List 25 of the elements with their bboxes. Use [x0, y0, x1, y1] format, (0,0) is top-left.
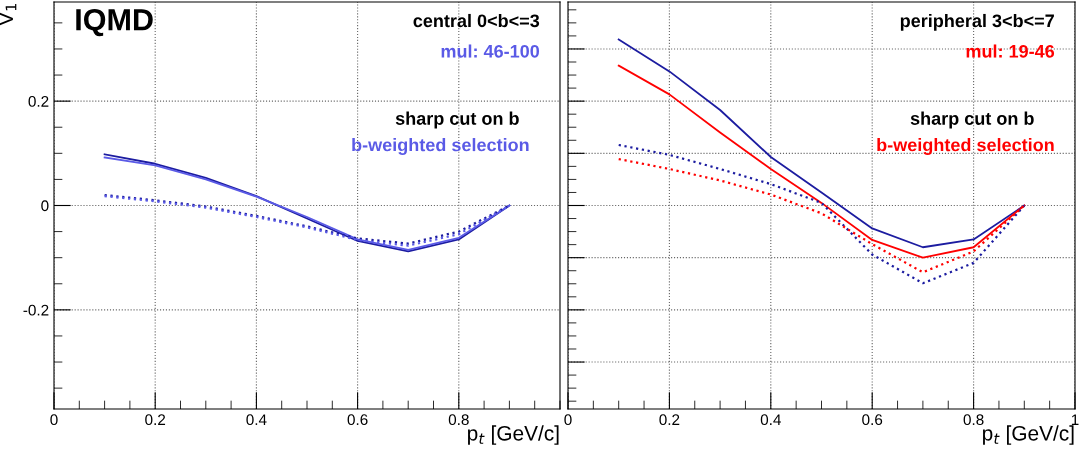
x-tick-label: 0.2	[659, 414, 680, 426]
annotation: sharp cut on b	[395, 111, 519, 129]
y-tick-label: 0	[41, 200, 49, 212]
annotation: b-weighted selection	[352, 138, 529, 155]
annotation: b-weighted selection	[877, 138, 1054, 155]
x-tick-label: 0	[50, 414, 58, 426]
y-tick-label: 0.2	[28, 96, 49, 107]
x-tick-label: 0.6	[347, 414, 368, 426]
annotation: IQMD	[76, 8, 153, 37]
x-tick-label: 0.8	[448, 414, 469, 426]
annotation: peripheral 3<b<=7	[900, 13, 1054, 31]
annotation: sharp cut on b	[910, 111, 1034, 129]
x-tick-label: 1	[1071, 414, 1079, 425]
annotation: central 0<b<=3	[413, 13, 540, 28]
x-tick-label: 0.2	[145, 414, 166, 426]
x-tick-label: 0	[564, 414, 572, 426]
x-tick-label: 0.4	[760, 414, 781, 426]
x-tick-label: 0.6	[862, 414, 883, 426]
x-tick-label: 0.8	[963, 414, 984, 426]
x-axis-title: p$_{t}$ [GeV/c]	[983, 425, 1074, 445]
annotation: mul: 19-46	[966, 44, 1055, 58]
x-axis-title: p$_{t}$ [GeV/c]	[468, 425, 559, 445]
y-tick-label: -0.2	[23, 304, 49, 316]
annotation: mul: 46-100	[441, 44, 540, 58]
x-tick-label: 0.4	[246, 414, 267, 426]
